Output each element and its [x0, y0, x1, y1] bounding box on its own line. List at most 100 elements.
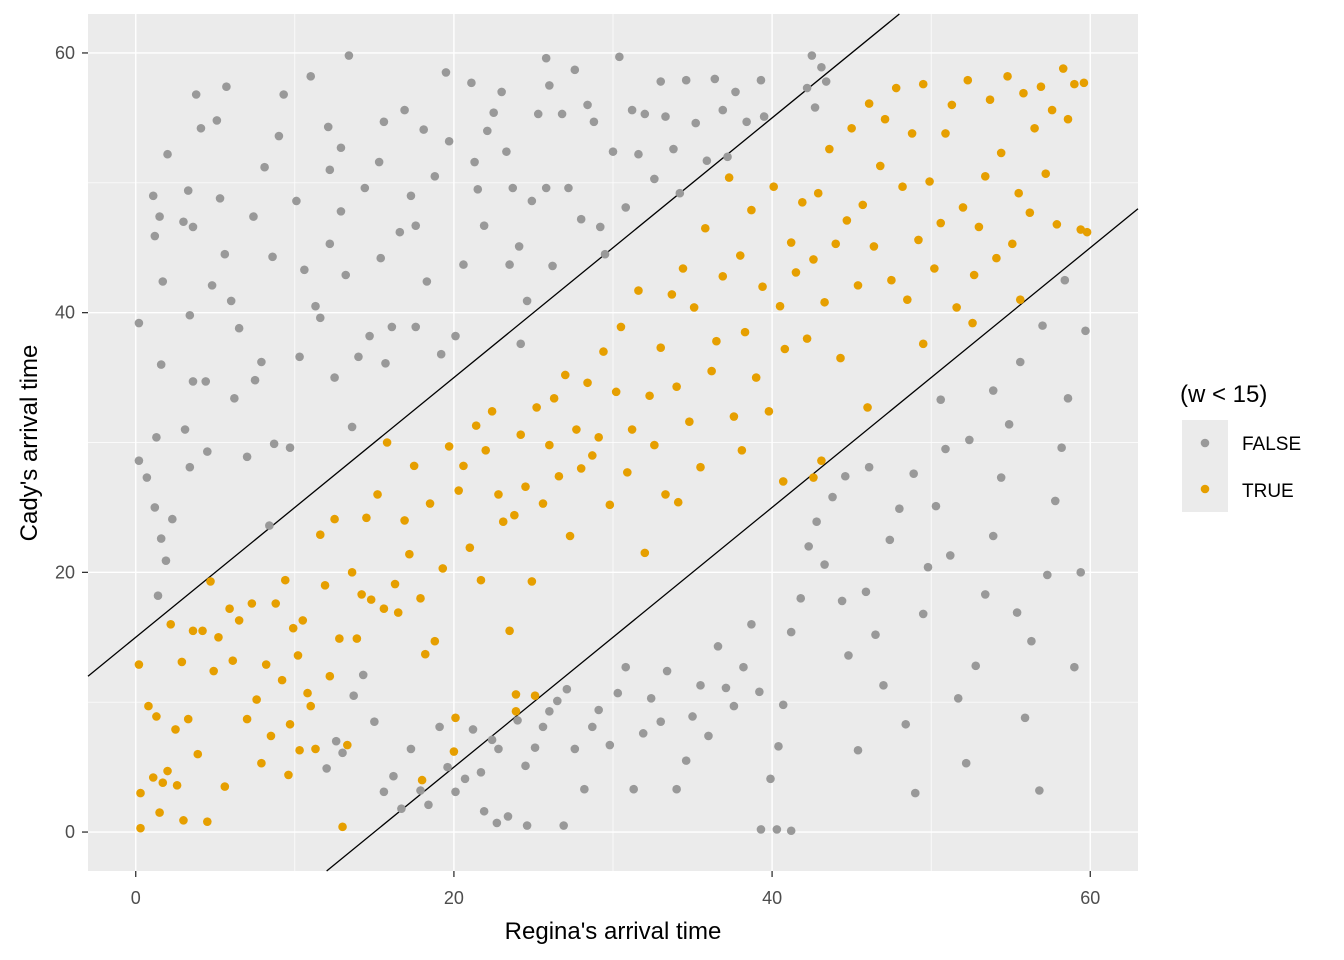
point-true [144, 701, 153, 711]
point-true [786, 238, 796, 247]
point-true [583, 378, 592, 388]
y-tick-label: 60 [55, 43, 75, 63]
point-true [1019, 88, 1028, 98]
point-false [379, 787, 389, 797]
point-true [685, 417, 694, 427]
point-false [731, 87, 740, 97]
point-false [627, 105, 637, 115]
point-true [627, 425, 637, 434]
point-true [798, 197, 807, 207]
point-true [166, 619, 176, 629]
point-true [277, 675, 287, 685]
point-true [177, 657, 187, 667]
point-true [918, 339, 928, 349]
point-false [201, 377, 211, 386]
point-false [150, 503, 160, 512]
point-false [621, 662, 631, 672]
point-true [847, 123, 856, 133]
point-true [444, 442, 454, 451]
point-false [557, 109, 567, 119]
point-true [416, 594, 425, 603]
point-false [269, 439, 279, 449]
point-true [362, 513, 371, 523]
point-true [775, 301, 785, 311]
point-true [689, 303, 699, 312]
point-false [185, 310, 195, 320]
point-false [467, 78, 476, 88]
point-false [718, 105, 728, 115]
point-false [576, 214, 586, 224]
point-true [400, 516, 409, 525]
point-false [821, 77, 831, 86]
point-true [338, 822, 347, 832]
major-gridlines [88, 14, 1138, 871]
point-true [1058, 64, 1068, 73]
point-true [373, 490, 382, 499]
point-false [1020, 713, 1030, 723]
point-true [887, 275, 896, 285]
point-false [505, 260, 514, 269]
point-true [325, 671, 335, 681]
point-true [880, 114, 890, 124]
point-false [988, 386, 998, 395]
point-false [395, 227, 405, 237]
point-true [707, 366, 716, 376]
point-false [152, 433, 161, 442]
legend-point-true [1200, 484, 1210, 494]
point-false [570, 744, 580, 754]
point-false [411, 221, 421, 230]
point-false [360, 183, 370, 193]
point-true [487, 407, 497, 416]
point-false [503, 812, 513, 821]
point-false [936, 395, 946, 404]
point-true [220, 782, 230, 791]
point-true [875, 161, 885, 171]
point-true [576, 464, 586, 473]
point-true [611, 387, 621, 397]
point-true [836, 353, 845, 363]
point-false [325, 239, 335, 249]
legend: (w < 15) FALSE TRUE [1180, 381, 1301, 512]
point-false [322, 764, 331, 773]
point-true [438, 564, 448, 573]
point-true [947, 100, 957, 110]
point-false [158, 277, 168, 286]
point-true [234, 616, 244, 625]
point-false [295, 352, 304, 362]
point-true [266, 731, 276, 741]
y-axis-title: Cady's arrival time [16, 345, 43, 542]
point-false [786, 826, 796, 836]
point-true [764, 407, 774, 416]
point-false [323, 122, 333, 132]
point-false [419, 125, 428, 134]
point-false [354, 352, 363, 362]
legend-label-true: TRUE [1242, 481, 1294, 502]
x-axis-title: Regina's arrival time [505, 918, 722, 945]
point-false [594, 705, 603, 715]
point-false [538, 722, 548, 732]
point-false [871, 630, 880, 639]
point-false [522, 821, 532, 830]
point-false [444, 136, 454, 146]
point-true [209, 666, 218, 676]
point-false [483, 126, 492, 136]
point-true [1003, 72, 1012, 81]
point-false [1004, 420, 1014, 429]
point-false [605, 740, 615, 750]
point-false [1043, 570, 1052, 580]
point-false [613, 688, 623, 698]
point-false [802, 83, 812, 93]
point-false [1027, 636, 1036, 646]
point-true [343, 740, 352, 750]
point-true [417, 775, 427, 785]
point-false [945, 551, 955, 560]
point-true [172, 781, 182, 790]
point-true [347, 568, 357, 577]
point-true [171, 725, 180, 734]
point-true [271, 599, 281, 608]
point-false [548, 261, 557, 271]
point-false [739, 662, 748, 672]
point-false [747, 619, 756, 629]
point-true [532, 403, 541, 412]
point-false [527, 196, 537, 206]
